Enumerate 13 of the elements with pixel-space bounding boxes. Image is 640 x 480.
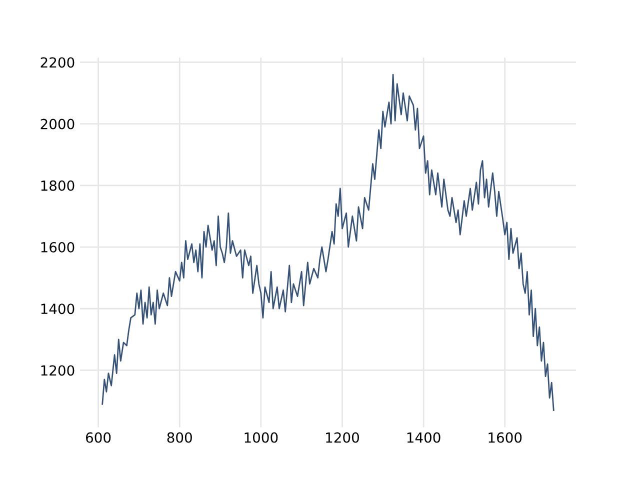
x-tick-label: 1200 [326,432,359,443]
y-tick-label: 1600 [41,242,74,252]
x-tick-label: 1600 [488,432,522,443]
line-series [102,74,554,411]
y-tick-label: 1800 [41,180,74,191]
x-tick-label: 800 [167,432,192,443]
y-tick-label: 2200 [40,57,74,68]
x-tick-label: 1400 [407,432,440,443]
x-tick-label: 600 [86,432,111,443]
y-tick-label: 1200 [41,365,74,376]
x-tick-label: 1000 [244,432,278,443]
y-tick-label: 1400 [41,304,74,314]
y-tick-label: 2000 [40,118,74,130]
